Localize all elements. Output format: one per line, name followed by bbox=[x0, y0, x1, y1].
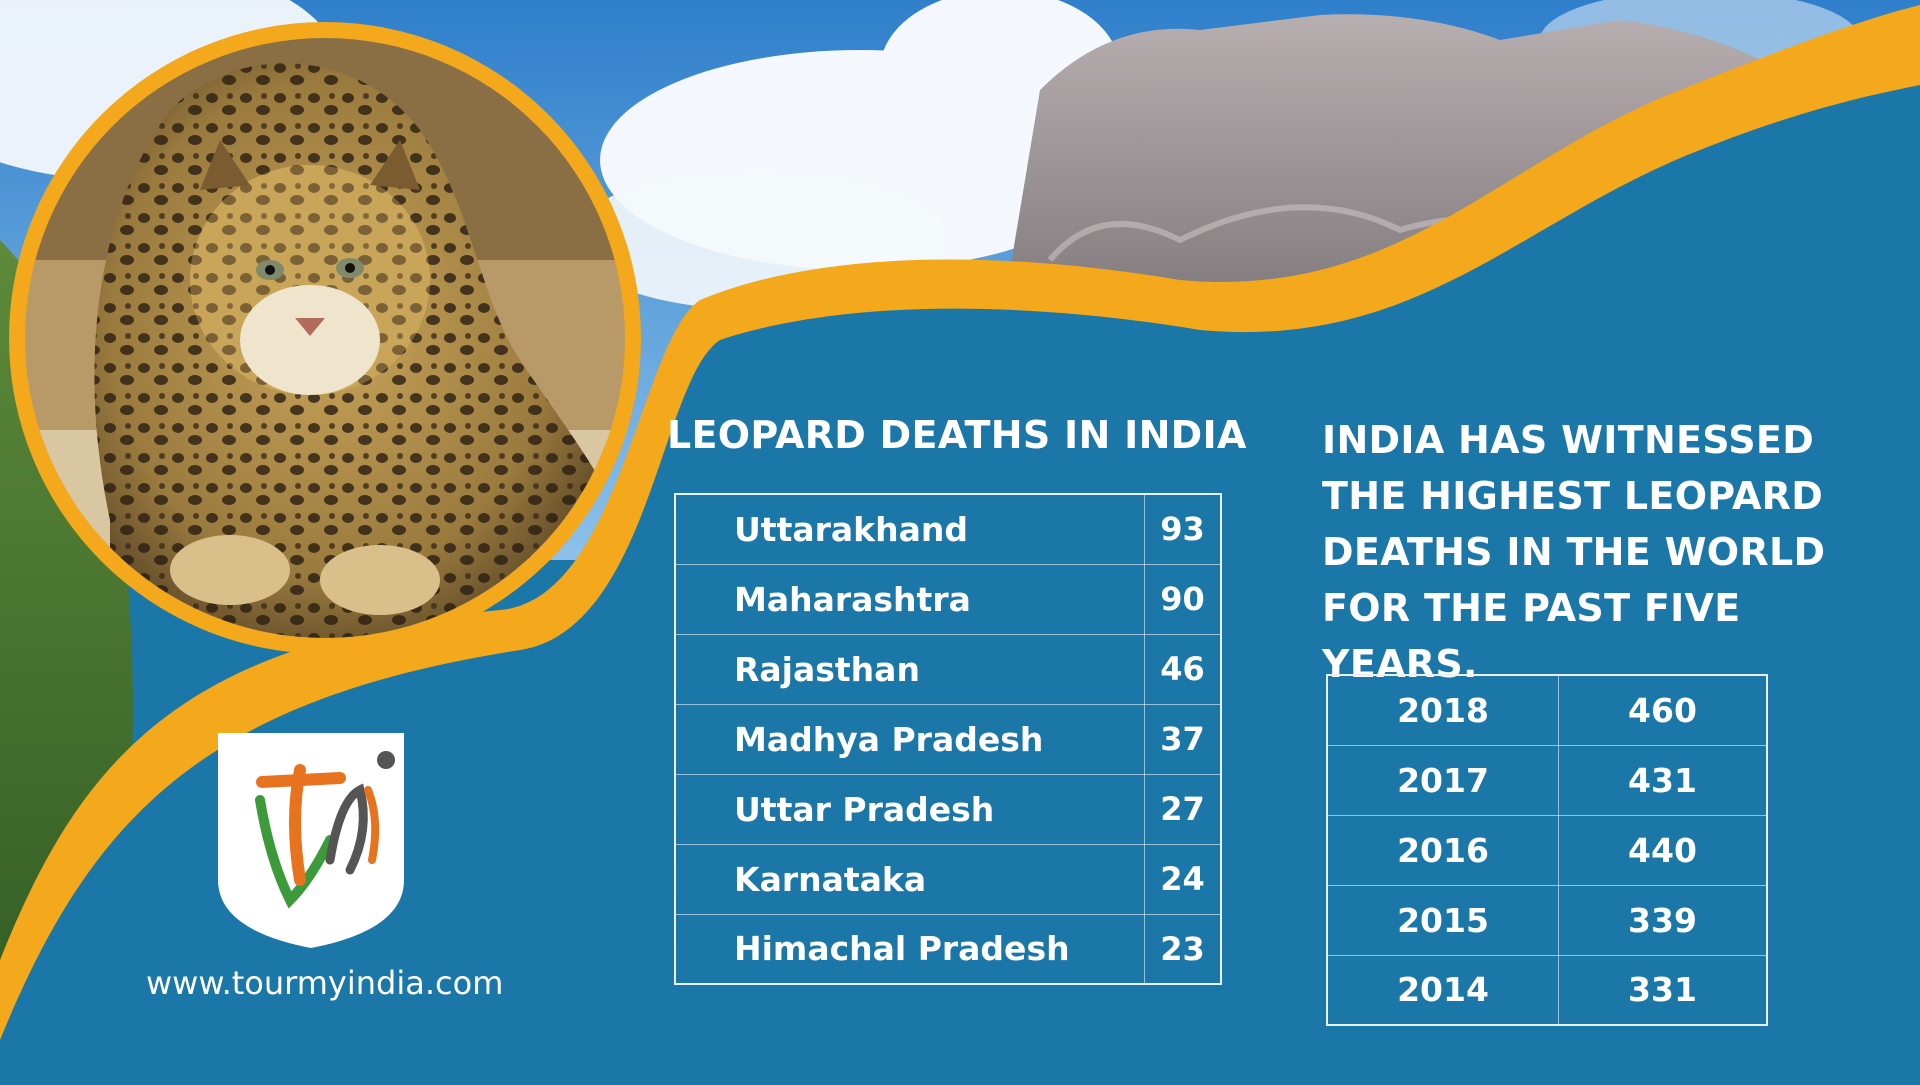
table-row: Rajasthan 46 bbox=[674, 633, 1222, 705]
state-deaths: 27 bbox=[1144, 773, 1222, 845]
state-deaths: 46 bbox=[1144, 633, 1222, 705]
table-row: Himachal Pradesh 23 bbox=[674, 913, 1222, 985]
state-name: Madhya Pradesh bbox=[674, 703, 1145, 775]
table-row: 2017 431 bbox=[1326, 744, 1768, 816]
table-row: Uttarakhand 93 bbox=[674, 493, 1222, 565]
state-deaths: 37 bbox=[1144, 703, 1222, 775]
state-deaths: 23 bbox=[1144, 913, 1222, 985]
state-deaths: 90 bbox=[1144, 563, 1222, 635]
state-name: Uttarakhand bbox=[674, 493, 1145, 565]
states-table-title: LEOPARD DEATHS IN INDIA bbox=[667, 413, 1247, 457]
table-row: 2014 331 bbox=[1326, 954, 1768, 1026]
year-deaths: 339 bbox=[1558, 884, 1768, 956]
fact-heading: INDIA HAS WITNESSED THE HIGHEST LEOPARD … bbox=[1322, 418, 1826, 686]
website-url: www.tourmyindia.com bbox=[146, 964, 504, 1002]
table-row: Maharashtra 90 bbox=[674, 563, 1222, 635]
table-row: 2016 440 bbox=[1326, 814, 1768, 886]
table-row: Uttar Pradesh 27 bbox=[674, 773, 1222, 845]
year-deaths: 331 bbox=[1558, 954, 1768, 1026]
year-cell: 2018 bbox=[1326, 674, 1559, 746]
state-name: Rajasthan bbox=[674, 633, 1145, 705]
state-name: Karnataka bbox=[674, 843, 1145, 915]
state-name: Uttar Pradesh bbox=[674, 773, 1145, 845]
year-deaths: 440 bbox=[1558, 814, 1768, 886]
year-cell: 2015 bbox=[1326, 884, 1559, 956]
state-name: Maharashtra bbox=[674, 563, 1145, 635]
yearly-deaths-table: 2018 460 2017 431 2016 440 2015 339 2014… bbox=[1326, 674, 1768, 1026]
year-cell: 2014 bbox=[1326, 954, 1559, 1026]
tmi-logo bbox=[218, 733, 404, 948]
state-deaths: 93 bbox=[1144, 493, 1222, 565]
year-deaths: 460 bbox=[1558, 674, 1768, 746]
table-row: Madhya Pradesh 37 bbox=[674, 703, 1222, 775]
year-cell: 2017 bbox=[1326, 744, 1559, 816]
year-deaths: 431 bbox=[1558, 744, 1768, 816]
states-deaths-table: Uttarakhand 93 Maharashtra 90 Rajasthan … bbox=[674, 493, 1222, 985]
year-cell: 2016 bbox=[1326, 814, 1559, 886]
state-deaths: 24 bbox=[1144, 843, 1222, 915]
table-row: Karnataka 24 bbox=[674, 843, 1222, 915]
table-row: 2015 339 bbox=[1326, 884, 1768, 956]
table-row: 2018 460 bbox=[1326, 674, 1768, 746]
state-name: Himachal Pradesh bbox=[674, 913, 1145, 985]
